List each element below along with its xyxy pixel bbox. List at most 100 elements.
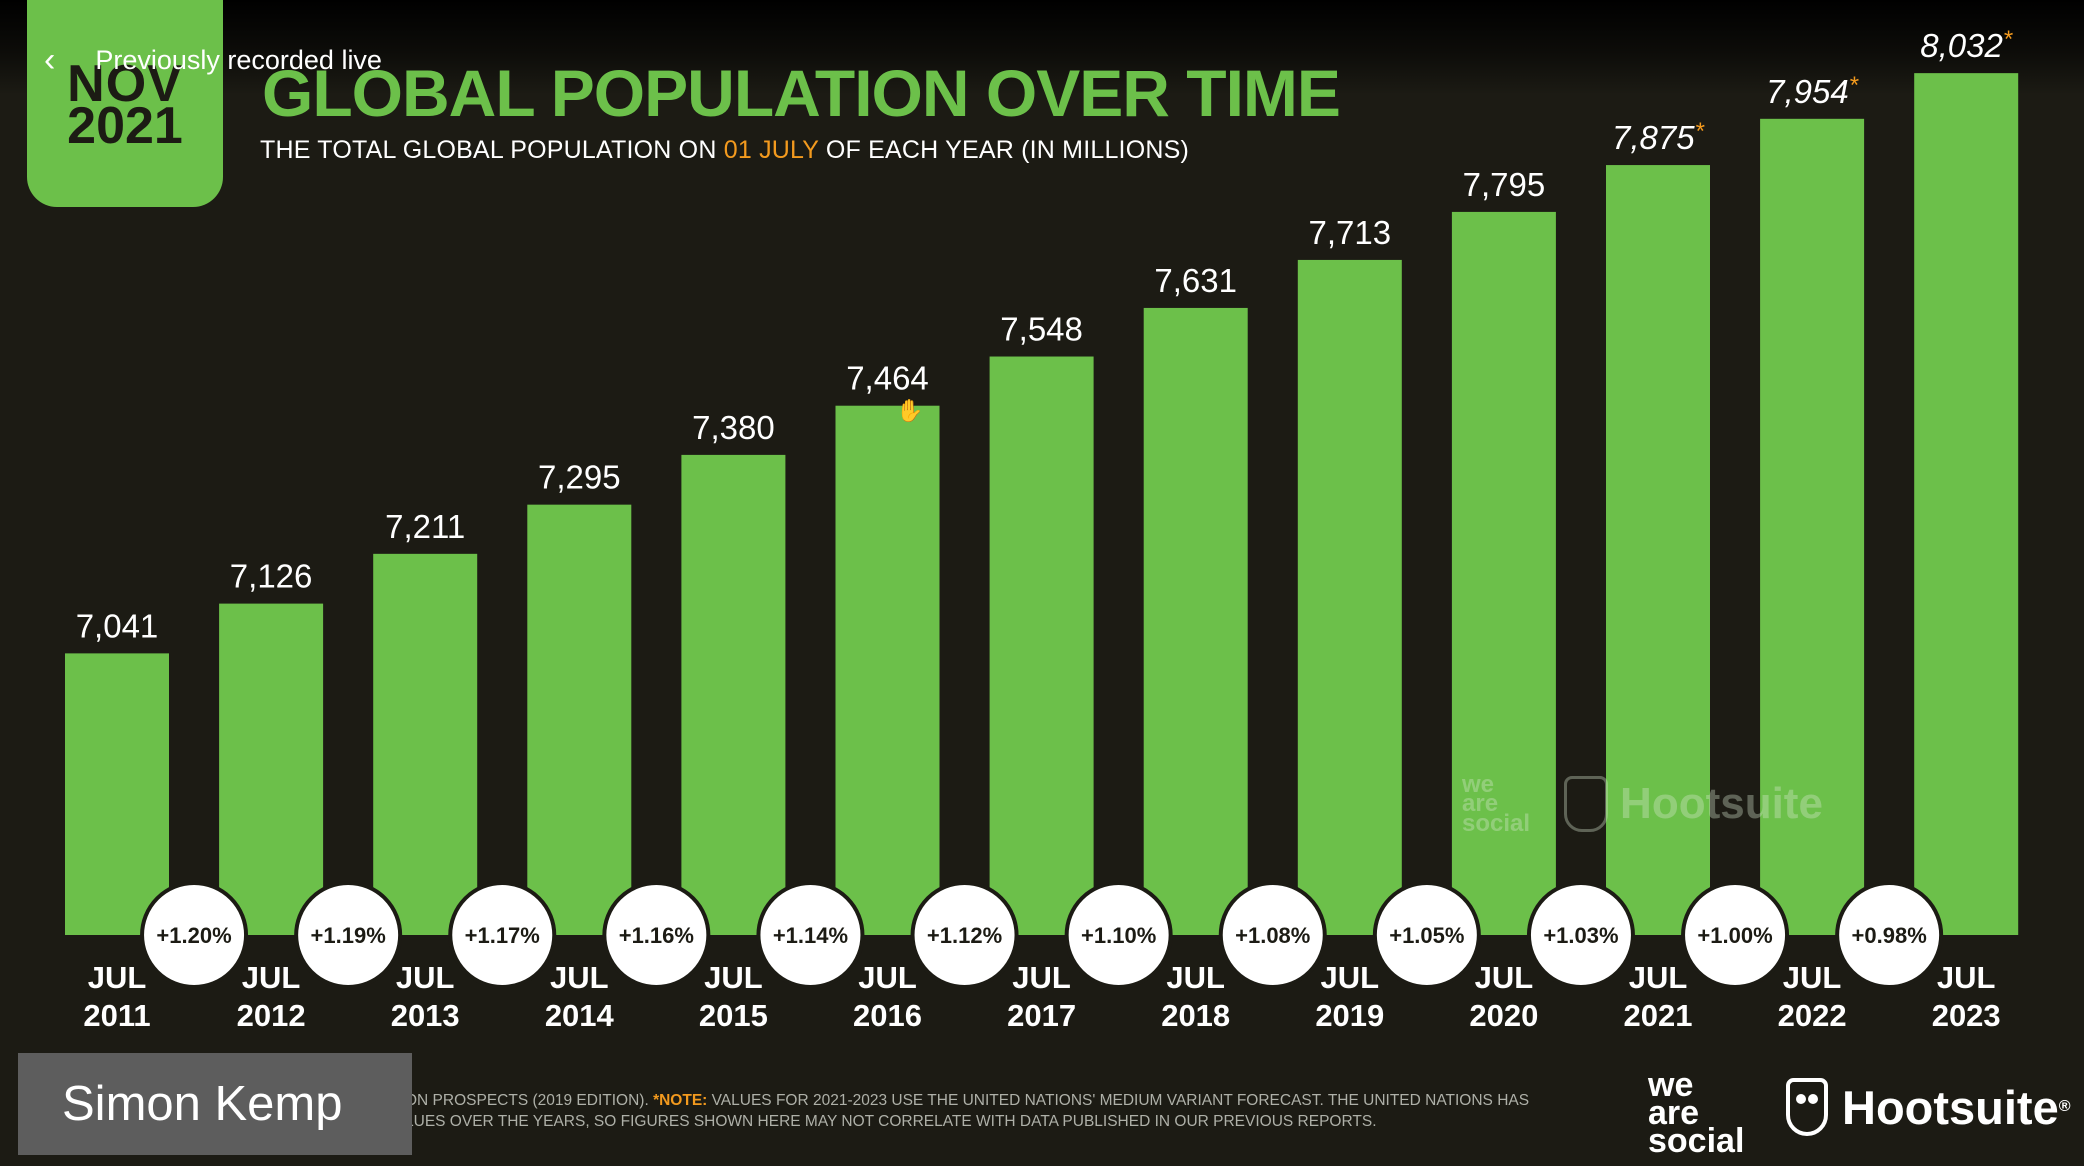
x-tick-month-2023: JUL	[1937, 960, 1996, 995]
value-label-2021: 7,875*	[1612, 118, 1705, 156]
x-tick-year-2019: 2019	[1315, 998, 1384, 1033]
value-label-2014: 7,295	[538, 459, 621, 496]
growth-label-10: +1.03%	[1543, 923, 1618, 948]
watermark-we-are-social: we are social	[1462, 771, 1531, 837]
growth-label-1: +1.20%	[156, 923, 231, 948]
x-tick-year-2017: 2017	[1007, 998, 1076, 1033]
x-tick-month-2018: JUL	[1166, 960, 1225, 995]
value-label-2022: 7,954*	[1766, 72, 1859, 110]
footnote-line-2: LUES OVER THE YEARS, SO FIGURES SHOWN HE…	[405, 1113, 1377, 1130]
x-tick-month-2021: JUL	[1629, 960, 1688, 995]
presenter-name: Simon Kemp	[62, 1077, 343, 1131]
growth-label-2: +1.19%	[311, 923, 386, 948]
growth-label-8: +1.08%	[1235, 923, 1310, 948]
footnote: ON PROSPECTS (2019 EDITION). *NOTE: VALU…	[405, 1090, 1625, 1132]
x-tick-year-2012: 2012	[237, 998, 306, 1033]
date-badge: NOV 2021	[27, 0, 223, 207]
bar-2019	[1297, 259, 1402, 936]
x-tick-year-2021: 2021	[1624, 998, 1693, 1033]
bar-2018	[1143, 307, 1248, 935]
growth-badge-4	[602, 881, 711, 989]
bar-2016	[835, 405, 940, 935]
value-label-2023: 8,032*	[1920, 26, 2013, 64]
bar-2011	[65, 653, 169, 935]
value-label-2019: 7,713	[1309, 214, 1392, 251]
owl-icon	[1564, 776, 1609, 832]
bar-2020	[1451, 211, 1556, 936]
x-tick-month-2017: JUL	[1012, 960, 1071, 995]
hand-cursor-icon: ✋	[896, 398, 924, 423]
growth-label-12: +0.98%	[1852, 923, 1927, 948]
growth-label-9: +1.05%	[1389, 923, 1464, 948]
x-tick-month-2016: JUL	[858, 960, 917, 995]
x-tick-year-2014: 2014	[545, 998, 615, 1033]
we-are-social-logo: we are social	[1648, 1066, 1745, 1160]
growth-badge-6	[910, 881, 1019, 989]
subtitle-highlight: 01 JULY	[723, 136, 819, 164]
x-tick-year-2016: 2016	[853, 998, 922, 1033]
x-tick-month-2022: JUL	[1783, 960, 1842, 995]
growth-badge-10	[1526, 881, 1635, 989]
x-tick-month-2011: JUL	[88, 960, 147, 995]
back-button[interactable]: ‹ Previously recorded live	[44, 40, 382, 80]
x-tick-year-2015: 2015	[699, 998, 768, 1033]
bar-2012	[219, 603, 324, 935]
value-label-2020: 7,795	[1463, 166, 1546, 203]
bar-2013	[373, 553, 478, 935]
growth-label-6: +1.12%	[927, 923, 1002, 948]
x-tick-month-2019: JUL	[1321, 960, 1380, 995]
value-label-2011: 7,041	[76, 607, 159, 644]
slide-subtitle: THE TOTAL GLOBAL POPULATION ON 01 JULY O…	[260, 136, 1189, 165]
bar-2014	[527, 504, 632, 935]
x-tick-year-2023: 2023	[1932, 998, 2001, 1033]
value-label-2015: 7,380	[692, 409, 775, 446]
growth-badge-12	[1835, 881, 1944, 989]
growth-label-11: +1.00%	[1697, 923, 1772, 948]
growth-label-4: +1.16%	[619, 923, 694, 948]
value-label-2016: 7,464	[846, 360, 929, 397]
bar-2023	[1914, 73, 2019, 936]
growth-label-5: +1.14%	[773, 923, 848, 948]
value-label-2013: 7,211	[385, 508, 465, 545]
growth-badge-1	[140, 881, 249, 989]
x-tick-month-2013: JUL	[396, 960, 455, 995]
growth-badge-9	[1372, 881, 1481, 989]
growth-badge-2	[294, 881, 403, 989]
footnote-note-label: *NOTE:	[653, 1092, 708, 1109]
x-tick-month-2012: JUL	[242, 960, 301, 995]
bar-2017	[989, 356, 1094, 935]
x-tick-year-2022: 2022	[1778, 998, 1847, 1033]
growth-label-3: +1.17%	[465, 923, 540, 948]
growth-badge-5	[756, 881, 865, 989]
bar-2021	[1606, 165, 1710, 935]
bar-2022	[1760, 118, 1865, 936]
footnote-line-1: ON PROSPECTS (2019 EDITION). *NOTE: VALU…	[405, 1092, 1530, 1109]
bar-2015	[681, 454, 786, 935]
slide-title: GLOBAL POPULATION OVER TIME	[262, 56, 1341, 130]
growth-badge-8	[1218, 881, 1327, 989]
x-tick-year-2013: 2013	[391, 998, 460, 1033]
subtitle-before: THE TOTAL GLOBAL POPULATION ON	[260, 136, 724, 164]
growth-badge-7	[1064, 881, 1173, 989]
hootsuite-wordmark: Hootsuite	[1842, 1080, 2059, 1134]
date-year: 2021	[67, 97, 183, 155]
subtitle-after: OF EACH YEAR (IN MILLIONS)	[818, 136, 1189, 164]
hootsuite-logo: Hootsuite ®	[1786, 1078, 2071, 1136]
value-label-2012: 7,126	[230, 558, 313, 595]
growth-label-7: +1.10%	[1081, 923, 1156, 948]
x-tick-year-2018: 2018	[1161, 998, 1230, 1033]
x-tick-year-2020: 2020	[1469, 998, 1538, 1033]
watermark-hootsuite: Hootsuite	[1564, 776, 1823, 832]
player-top-shade	[0, 0, 2084, 95]
chevron-left-icon: ‹	[44, 41, 56, 79]
owl-icon	[1786, 1078, 1828, 1136]
back-label: Previously recorded live	[95, 44, 382, 75]
watermark: we are social Hootsuite	[1462, 768, 1862, 840]
presenter-name-tag: Simon Kemp	[18, 1053, 412, 1155]
growth-badge-3	[448, 881, 557, 989]
date-month: NOV	[67, 55, 183, 113]
value-label-2017: 7,548	[1000, 311, 1083, 348]
x-tick-month-2015: JUL	[704, 960, 763, 995]
